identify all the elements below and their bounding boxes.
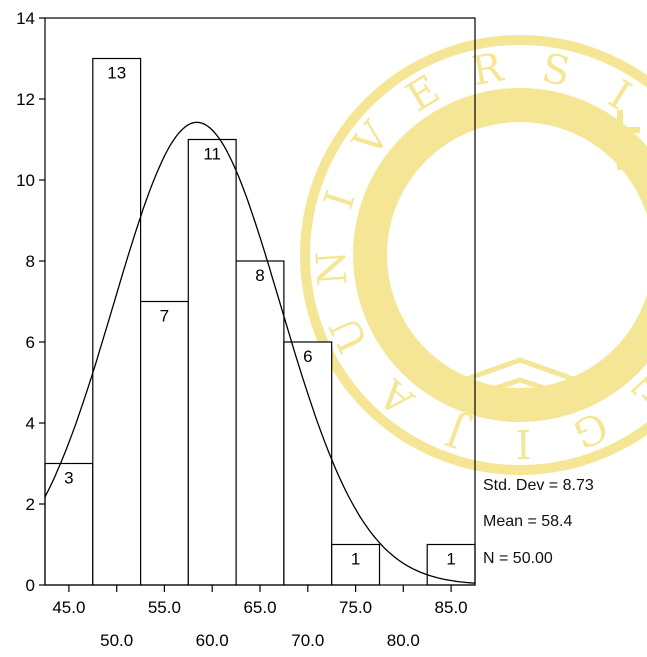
x-tick-label: 70.0 [291,631,324,650]
x-tick-label: 45.0 [52,598,85,617]
histogram-bar [283,341,333,586]
histogram-bar [426,543,476,586]
x-tick-label: 75.0 [339,598,372,617]
histogram-bar [331,543,381,586]
histogram-bar [140,300,190,586]
seal-cross-icon [600,110,640,170]
bar-count-label: 7 [160,307,169,326]
seal-letter: J [440,407,475,457]
bars-group [44,57,476,586]
x-tick-label: 55.0 [148,598,181,617]
x-tick-label: 65.0 [243,598,276,617]
stats-n: N = 50.00 [483,550,553,567]
bar-count-label: 3 [64,469,73,488]
university-seal-watermark: UNIVERSITASOEGIJA [300,35,647,475]
y-tick-label: 8 [26,252,35,271]
y-tick-label: 10 [16,171,35,190]
histogram-bar [235,260,285,586]
y-tick-label: 6 [26,333,35,352]
x-tick-label: 80.0 [387,631,420,650]
stats-mean: Mean = 58.4 [483,513,573,530]
x-tick-label: 85.0 [435,598,468,617]
seal-book-icon [447,357,593,407]
bar-count-label: 1 [351,550,360,569]
bar-count-label: 8 [255,266,264,285]
seal-inner-ring [353,88,647,422]
y-tick-label: 4 [26,414,35,433]
seal-letter: N [308,249,356,287]
x-tick-label: 60.0 [196,631,229,650]
seal-outer-ring [300,35,647,475]
seal-letter: I [316,186,365,215]
stats-box: Std. Dev = 8.73 Mean = 58.4 N = 50.00 [483,477,594,567]
bar-count-label: 13 [107,64,126,83]
y-tick-label: 0 [26,576,35,595]
histogram-bar [187,138,237,586]
normal-curve [44,121,476,584]
stats-std-dev: Std. Dev = 8.73 [483,477,594,494]
y-tick-label: 2 [26,495,35,514]
seal-letter: S [538,45,574,95]
x-tick-label: 50.0 [100,631,133,650]
histogram-bar [92,57,142,586]
y-tick-label: 12 [16,90,35,109]
y-axis-ticks: 0 2 4 6 8 10 12 14 [16,9,45,595]
histogram-bar [44,462,94,586]
x-axis-ticks: 45.0 55.0 65.0 75.0 85.0 50.0 60.0 70.0 80.0 [52,585,468,650]
seal-letter: I [515,420,532,466]
bar-count-label: 11 [203,145,221,164]
y-tick-label: 14 [16,9,35,28]
bar-count-label: 1 [446,550,455,569]
bar-count-label: 6 [303,347,312,366]
